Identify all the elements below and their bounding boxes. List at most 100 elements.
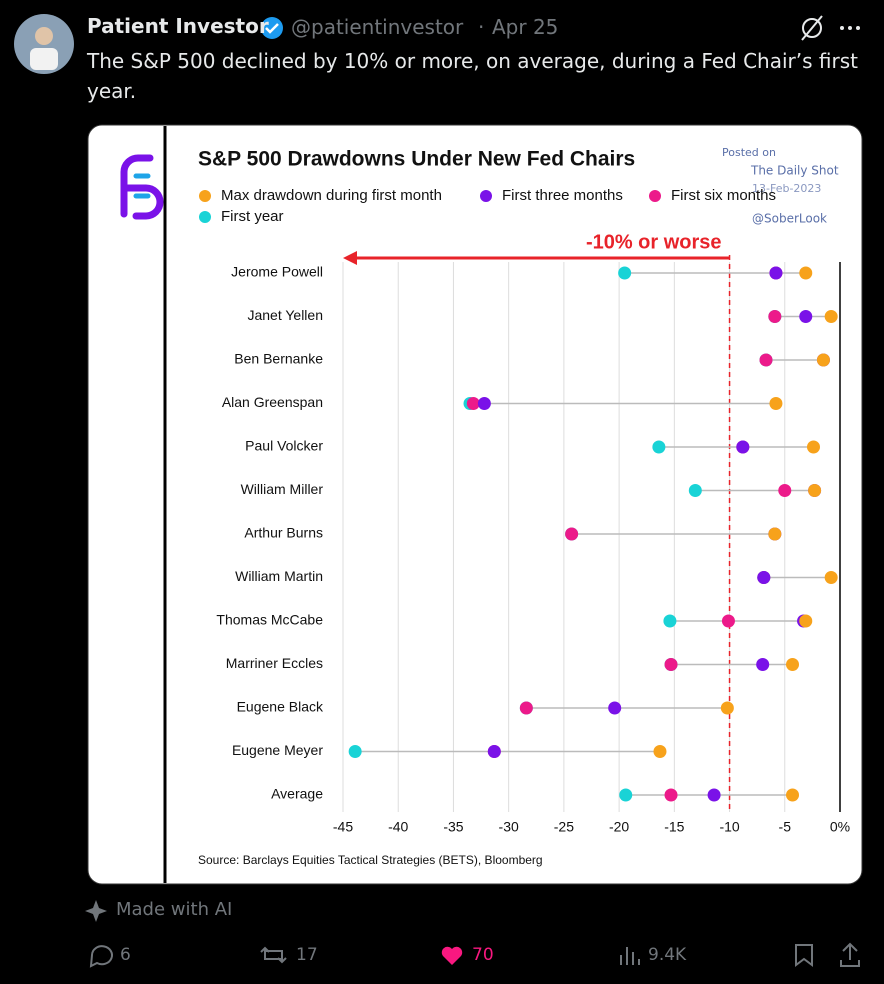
x-tick-label: -20: [609, 819, 629, 835]
x-tick-label: -40: [388, 819, 408, 835]
legend-marker: [199, 211, 211, 223]
avatar-face: [35, 27, 53, 45]
dot: [769, 266, 783, 280]
dot: [778, 484, 792, 497]
x-tick-label: -35: [443, 819, 463, 835]
more-icon[interactable]: [840, 26, 860, 30]
dot: [769, 397, 783, 410]
dot: [348, 745, 362, 758]
chart-card[interactable]: [87, 124, 863, 885]
legend-marker: [480, 190, 492, 202]
dot: [487, 745, 501, 758]
reply-count[interactable]: 6: [120, 945, 131, 965]
watermark: Posted on: [722, 146, 776, 159]
legend-marker: [649, 190, 661, 202]
watermark: The Daily Shot: [750, 164, 839, 178]
dot: [806, 440, 820, 454]
x-tick-label: -30: [499, 819, 519, 835]
x-tick-label: 0%: [830, 819, 850, 835]
dot: [808, 484, 822, 497]
separator: ·: [478, 15, 485, 39]
y-tick-label: Marriner Eccles: [226, 655, 323, 671]
like-icon[interactable]: [441, 946, 463, 965]
tweet-text: The S&P 500 declined by 10% or more, on …: [87, 49, 858, 103]
dot: [768, 310, 782, 323]
dot: [824, 571, 838, 584]
x-tick-label: -15: [664, 819, 684, 835]
x-tick-label: -45: [333, 819, 353, 835]
legend-label: First three months: [502, 187, 623, 204]
dot: [816, 353, 830, 367]
legend-label: First year: [221, 208, 284, 225]
y-tick-label: Eugene Meyer: [232, 742, 323, 758]
dot: [565, 527, 579, 541]
like-count[interactable]: 70: [472, 945, 494, 965]
x-tick-label: -25: [554, 819, 574, 835]
dot: [736, 440, 750, 454]
dot: [759, 353, 773, 367]
legend-label: First six months: [671, 187, 776, 204]
avatar-body: [30, 48, 58, 70]
dot: [756, 658, 770, 671]
dot: [799, 310, 813, 323]
dot: [619, 788, 633, 802]
y-tick-label: Eugene Black: [237, 699, 324, 715]
watermark: @SoberLook: [752, 212, 827, 226]
watermark: 13-Feb-2023: [752, 182, 821, 195]
y-tick-label: Alan Greenspan: [222, 394, 323, 410]
dot: [466, 397, 480, 410]
repost-count[interactable]: 17: [296, 945, 318, 965]
author-name[interactable]: Patient Investor: [87, 14, 269, 38]
dot: [707, 788, 721, 802]
dot: [688, 484, 702, 497]
reply-icon[interactable]: [89, 945, 113, 968]
ai-badge: Made with AI: [116, 899, 233, 920]
y-tick-label: Janet Yellen: [247, 307, 323, 323]
dot: [824, 310, 838, 323]
dot: [757, 571, 771, 584]
dot: [608, 701, 622, 715]
dot: [721, 614, 735, 628]
dot: [653, 745, 667, 758]
dot: [477, 397, 491, 410]
dot: [720, 701, 734, 715]
repost-icon[interactable]: [260, 946, 287, 964]
dot: [519, 701, 533, 715]
logo-accent: [133, 173, 151, 199]
x-tick-label: -5: [779, 819, 792, 835]
dot: [786, 788, 800, 802]
view-count[interactable]: 9.4K: [648, 945, 687, 965]
dot: [663, 614, 677, 628]
grok-icon[interactable]: [802, 18, 822, 38]
annotation-arrowhead: [343, 251, 357, 265]
source: Source: Barclays Equities Tactical Strat…: [198, 853, 543, 867]
y-tick-label: Ben Bernanke: [234, 351, 323, 367]
y-tick-label: Average: [271, 786, 323, 802]
legend-marker: [199, 190, 211, 202]
share-icon[interactable]: [840, 942, 860, 967]
dot: [618, 266, 632, 280]
dot: [799, 614, 813, 628]
views-icon[interactable]: [620, 947, 640, 965]
date[interactable]: Apr 25: [492, 15, 559, 39]
verified-check: [265, 23, 279, 34]
bookmark-icon[interactable]: [795, 944, 813, 967]
verified-badge: [261, 17, 283, 39]
handle[interactable]: @patientinvestor: [291, 15, 464, 39]
dot: [786, 658, 800, 671]
y-tick-label: Arthur Burns: [244, 525, 323, 541]
logo: [120, 154, 164, 220]
x-tick-label: -10: [719, 819, 739, 835]
ai-icon: [85, 900, 107, 922]
annotation: -10% or worse: [586, 231, 722, 253]
dot: [664, 658, 678, 671]
dot: [652, 440, 666, 454]
y-tick-label: William Miller: [241, 481, 324, 497]
y-tick-label: Thomas McCabe: [216, 612, 323, 628]
dot: [664, 788, 678, 802]
grok-icon-slash: [801, 15, 823, 41]
chart-title: S&P 500 Drawdowns Under New Fed Chairs: [198, 148, 635, 171]
dot: [768, 527, 782, 541]
